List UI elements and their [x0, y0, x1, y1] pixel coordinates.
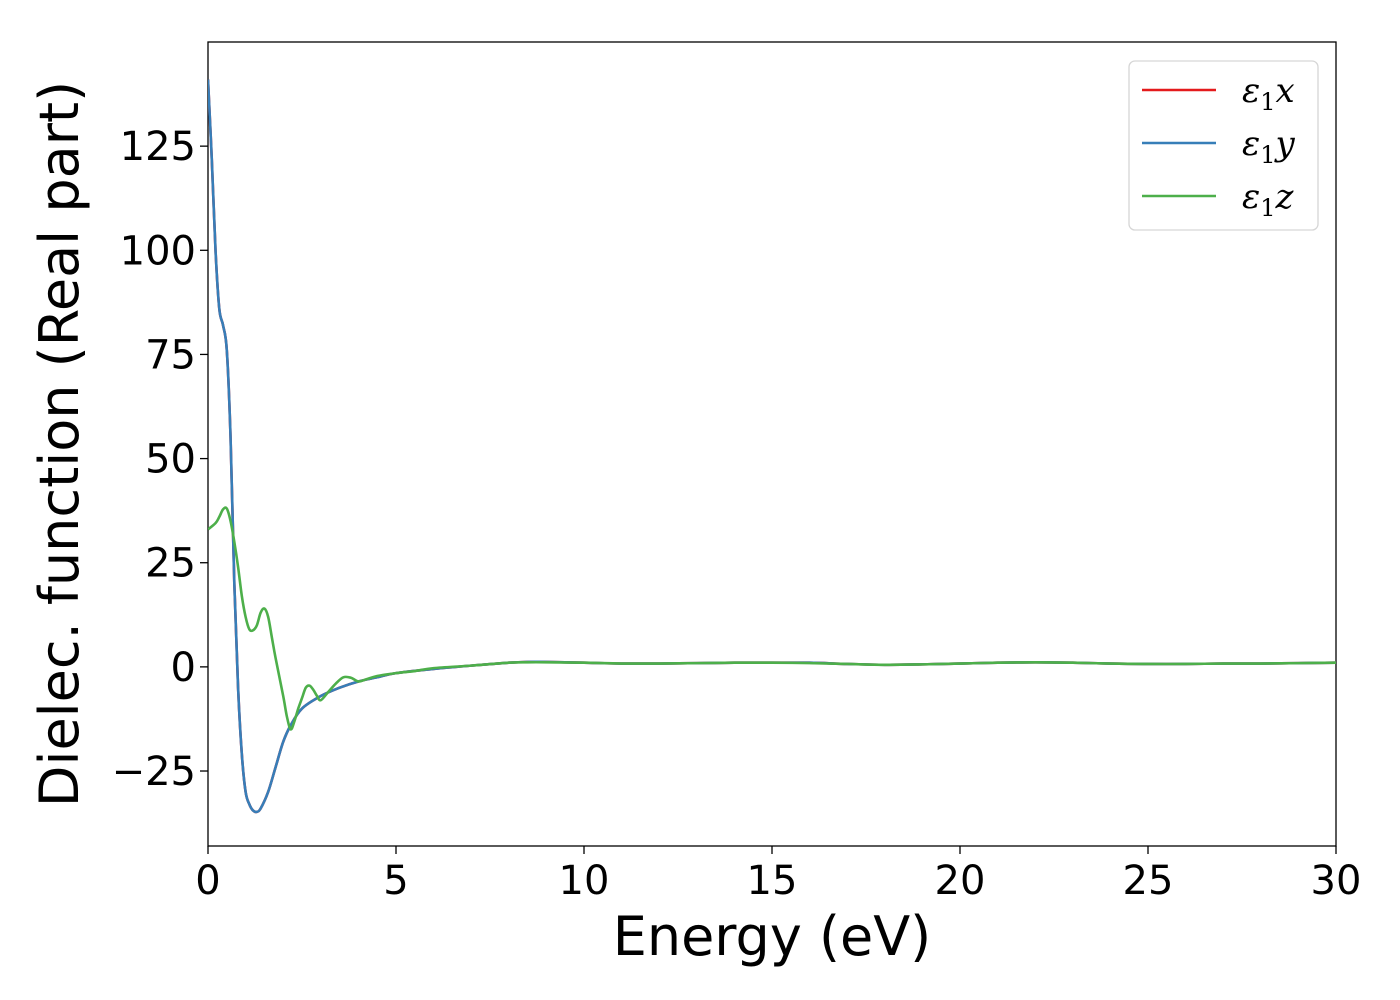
y-tick-label: −25 — [112, 749, 196, 795]
x-tick-label: 30 — [1311, 858, 1362, 904]
legend: ε1x ε1y ε1z — [1128, 60, 1319, 231]
x-tick-label: 10 — [559, 858, 610, 904]
y-tick-label: 25 — [145, 541, 196, 587]
x-axis: 0 5 10 15 20 25 30 — [195, 846, 1361, 904]
x-tick-label: 5 — [383, 858, 408, 904]
x-tick-label: 15 — [747, 858, 798, 904]
y-tick-label: 0 — [171, 645, 196, 691]
y-tick-label: 50 — [145, 437, 196, 483]
y-axis-title: Dielec. function (Real part) — [28, 81, 91, 807]
legend-label: ε1x — [1242, 71, 1295, 116]
y-tick-label: 75 — [145, 332, 196, 378]
legend-label: ε1y — [1242, 124, 1296, 169]
x-axis-title: Energy (eV) — [613, 905, 932, 968]
x-tick-label: 0 — [195, 858, 220, 904]
x-tick-label: 20 — [935, 858, 986, 904]
series-line-3 — [208, 506, 1336, 731]
series-layer — [208, 79, 1336, 814]
y-tick-label: 125 — [120, 124, 196, 170]
x-tick-label: 25 — [1123, 858, 1174, 904]
legend-box — [1128, 60, 1319, 231]
y-tick-label: 100 — [120, 228, 196, 274]
legend-label: ε1z — [1242, 177, 1295, 222]
y-axis: −25 0 25 50 75 100 125 — [112, 124, 208, 795]
